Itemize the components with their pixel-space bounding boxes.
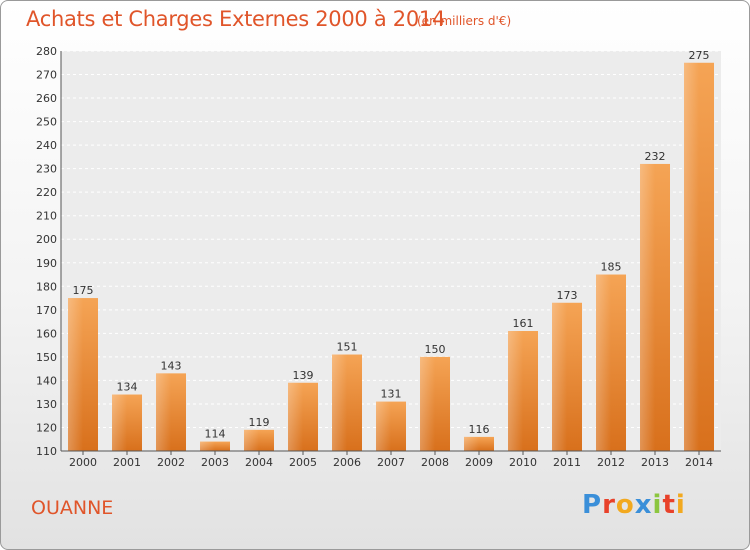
bar-highlight — [596, 274, 611, 451]
x-tick-label: 2005 — [289, 456, 317, 469]
x-tick-label: 2000 — [69, 456, 97, 469]
x-tick-label: 2008 — [421, 456, 449, 469]
x-tick-label: 2014 — [685, 456, 713, 469]
bar-highlight — [376, 401, 391, 451]
y-tick-label: 270 — [36, 69, 57, 82]
y-tick-label: 220 — [36, 186, 57, 199]
x-tick-label: 2007 — [377, 456, 405, 469]
logo-letter: t — [662, 490, 676, 520]
bar-highlight — [112, 394, 127, 451]
bar-highlight — [68, 298, 83, 451]
data-label: 143 — [161, 359, 182, 372]
logo-letter: x — [634, 490, 653, 520]
data-label: 173 — [557, 289, 578, 302]
bar-highlight — [288, 382, 303, 451]
x-tick-label: 2009 — [465, 456, 493, 469]
bars: 175 134 143 114 119 139 151 131 150 116 161 173 185 2… — [68, 49, 714, 452]
x-tick-label: 2011 — [553, 456, 581, 469]
y-tick-label: 120 — [36, 421, 57, 434]
data-label: 134 — [117, 381, 138, 394]
bar-highlight — [640, 163, 655, 452]
x-tick-label: 2001 — [113, 456, 141, 469]
logo-letter: P — [582, 490, 603, 520]
logo-letter: o — [615, 490, 635, 520]
data-label: 150 — [425, 343, 446, 356]
bar-highlight — [244, 429, 259, 451]
data-label: 185 — [601, 261, 622, 274]
y-tick-label: 110 — [36, 445, 57, 458]
y-tick-label: 240 — [36, 139, 57, 152]
bar-highlight — [508, 331, 523, 451]
y-tick-label: 200 — [36, 233, 57, 246]
data-label: 161 — [513, 317, 534, 330]
data-label: 114 — [205, 428, 226, 441]
y-tick-label: 140 — [36, 374, 57, 387]
y-tick-label: 180 — [36, 280, 57, 293]
x-tick-label: 2013 — [641, 456, 669, 469]
bar-highlight — [552, 302, 567, 451]
y-tick-label: 150 — [36, 351, 57, 364]
bar-highlight — [332, 354, 347, 451]
data-label: 151 — [337, 341, 358, 354]
data-label: 232 — [645, 150, 666, 163]
y-tick-label: 170 — [36, 304, 57, 317]
y-tick-label: 190 — [36, 257, 57, 270]
proxiti-logo: Proxiti — [582, 490, 686, 520]
y-tick-label: 130 — [36, 398, 57, 411]
axes: 110 120 130 140 150 160 170 180 190 200 210 220 230 2… — [36, 45, 721, 469]
y-tick-label: 280 — [36, 45, 57, 58]
y-tick-label: 260 — [36, 92, 57, 105]
chart-subtitle: (en milliers d'€) — [417, 14, 512, 28]
x-tick-label: 2003 — [201, 456, 229, 469]
logo-letter: r — [602, 490, 616, 520]
bar-highlight — [200, 441, 215, 451]
bar-highlight — [464, 436, 479, 451]
chart-title: Achats et Charges Externes 2000 à 2014 — [26, 7, 446, 31]
data-label: 119 — [249, 416, 270, 429]
data-label: 131 — [381, 388, 402, 401]
data-label: 139 — [293, 369, 314, 382]
commune-name: OUANNE — [31, 497, 114, 519]
bar-highlight — [156, 373, 171, 451]
logo-letter: i — [675, 490, 686, 520]
x-tick-label: 2002 — [157, 456, 185, 469]
y-tick-label: 250 — [36, 116, 57, 129]
bar-highlight — [684, 62, 699, 451]
grid-lines — [61, 50, 721, 452]
y-tick-label: 160 — [36, 327, 57, 340]
logo-letter: i — [652, 490, 663, 520]
bar-highlight — [420, 356, 435, 451]
x-tick-label: 2006 — [333, 456, 361, 469]
y-tick-label: 210 — [36, 210, 57, 223]
x-tick-label: 2010 — [509, 456, 537, 469]
y-tick-label: 230 — [36, 163, 57, 176]
data-label: 175 — [73, 284, 94, 297]
x-tick-label: 2004 — [245, 456, 273, 469]
x-tick-label: 2012 — [597, 456, 625, 469]
data-label: 116 — [469, 423, 490, 436]
data-label: 275 — [689, 49, 710, 62]
